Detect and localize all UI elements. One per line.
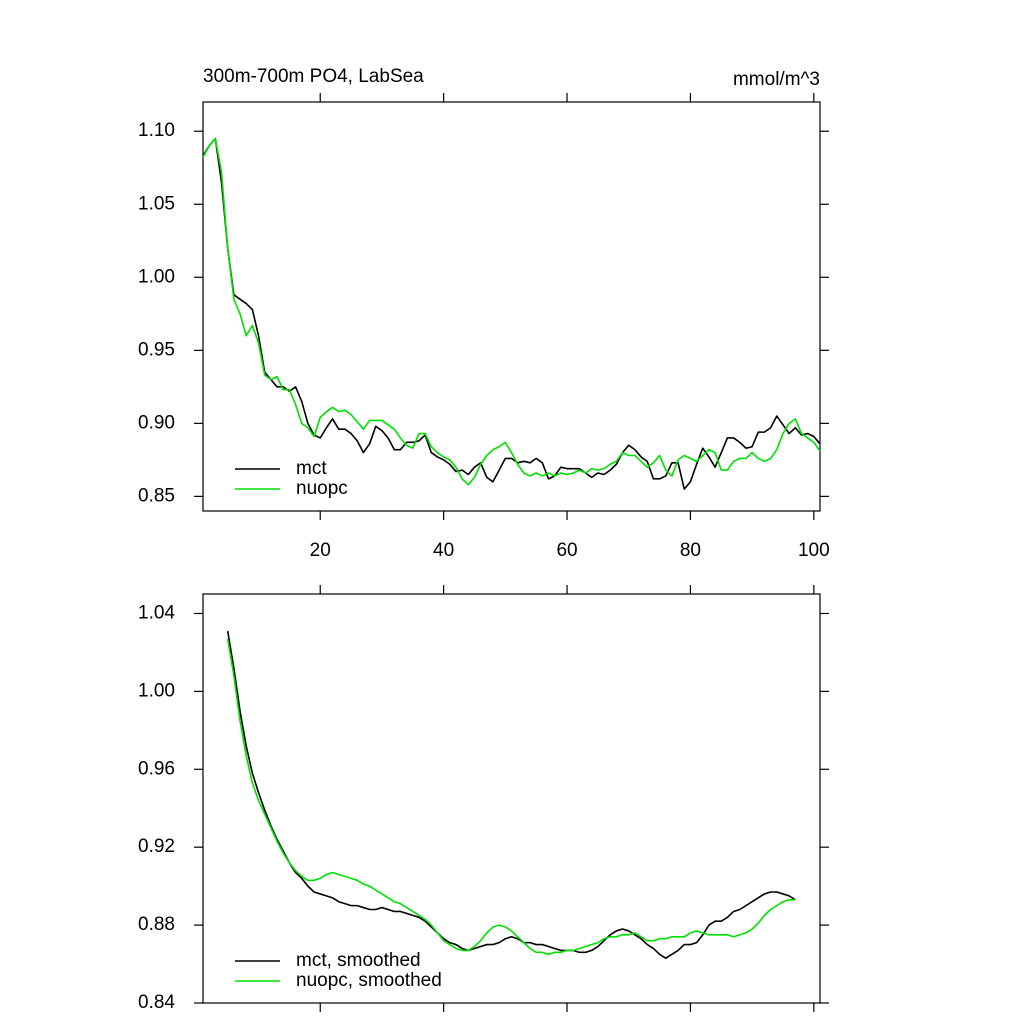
chart-title: 300m-700m PO4, LabSea (203, 66, 424, 87)
y-tick-label: 0.96 (138, 758, 175, 779)
y-tick-label: 1.05 (138, 193, 175, 214)
legend-label: nuopc, smoothed (296, 970, 442, 991)
data-line (202, 137, 821, 490)
plot-frame (202, 101, 821, 512)
legend-label: mct (296, 458, 327, 479)
y-tick-label: 1.00 (138, 680, 175, 701)
x-tick-label: 40 (433, 540, 454, 561)
y-tick-label: 0.92 (138, 836, 175, 857)
x-tick-label: 80 (680, 540, 701, 561)
y-tick-label: 1.10 (138, 120, 175, 141)
y-tick-label: 1.04 (138, 602, 175, 623)
y-tick-label: 0.90 (138, 412, 175, 433)
x-tick-label: 60 (556, 540, 577, 561)
legend-label: nuopc (296, 478, 348, 499)
y-tick-label: 0.85 (138, 485, 175, 506)
x-tick-label: 100 (798, 540, 830, 561)
data-line (226, 630, 796, 959)
x-tick-label: 20 (310, 540, 331, 561)
y-tick-label: 0.88 (138, 914, 175, 935)
y-tick-label: 0.95 (138, 339, 175, 360)
data-line (226, 638, 796, 956)
legend-label: mct, smoothed (296, 950, 421, 971)
y-tick-label: 1.00 (138, 266, 175, 287)
data-line (202, 137, 821, 486)
plot-frame (202, 593, 821, 1004)
units-label: mmol/m^3 (733, 69, 820, 90)
y-tick-label: 0.84 (138, 992, 175, 1013)
